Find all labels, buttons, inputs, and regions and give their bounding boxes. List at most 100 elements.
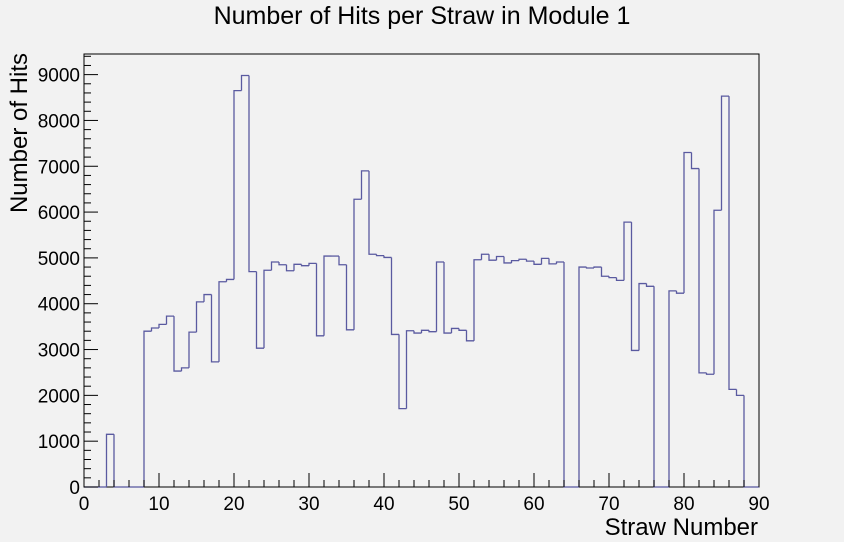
y-tick-label: 9000	[38, 66, 80, 87]
y-axis: 0 1000 2000 3000 4000 5000 6000 7000 8000 9000	[38, 55, 98, 499]
histogram-bin	[383, 255, 392, 259]
x-tick-label: 70	[598, 494, 619, 515]
histogram-bin	[645, 283, 654, 287]
y-tick-label: 8000	[38, 111, 80, 132]
histogram-bin	[443, 262, 452, 334]
histogram-bin	[555, 261, 564, 264]
histogram-bin	[173, 316, 182, 372]
histogram-bin	[270, 261, 279, 271]
y-tick-label: 1000	[38, 432, 80, 453]
y-tick-label: 0	[69, 478, 80, 499]
histogram-bin	[233, 90, 242, 280]
histogram-bin	[675, 290, 684, 294]
histogram-bin	[398, 334, 407, 410]
y-tick-label: 4000	[38, 295, 80, 316]
histogram-bin	[638, 282, 647, 351]
histogram-bin	[300, 264, 309, 267]
histogram-bin	[510, 259, 519, 263]
histogram-bin	[420, 329, 429, 334]
histogram-bin	[548, 258, 557, 265]
histogram-bin	[533, 261, 542, 265]
histogram-bin	[278, 262, 287, 266]
histogram-bin	[728, 96, 737, 391]
histogram-bin	[593, 266, 602, 268]
histogram-bin	[225, 278, 234, 282]
plot-area	[83, 53, 760, 488]
histogram-bin	[338, 256, 347, 266]
histogram-bin	[368, 170, 377, 255]
histogram-bin	[255, 271, 264, 349]
histogram-bin	[435, 261, 444, 332]
x-tick-label: 80	[673, 494, 694, 515]
histogram-bin	[405, 330, 414, 409]
histogram-bin	[345, 264, 354, 331]
histogram-bin	[713, 209, 722, 375]
histogram-bin	[720, 95, 729, 211]
histogram-bin	[458, 328, 467, 331]
y-tick-label: 2000	[38, 386, 80, 407]
histogram-bin	[690, 152, 699, 170]
histogram-bin	[630, 222, 639, 352]
histogram-bin	[158, 323, 167, 329]
histogram-bin	[323, 255, 332, 336]
y-axis-label: Number of Hits	[6, 53, 33, 213]
x-tick-label: 10	[148, 494, 169, 515]
histogram-bin	[600, 267, 609, 277]
histogram-bin	[623, 221, 632, 281]
histogram-bin	[503, 256, 512, 264]
histogram-bin	[705, 372, 714, 375]
histogram-bin	[165, 315, 174, 325]
histogram-bin	[450, 327, 459, 334]
histogram-bin	[188, 331, 197, 368]
histogram-bin	[390, 257, 399, 336]
x-tick-label: 20	[223, 494, 244, 515]
histogram-bin	[143, 330, 152, 487]
histogram-bin	[428, 330, 437, 333]
histogram-bin	[735, 389, 744, 397]
histogram-bin	[413, 330, 422, 334]
x-tick-label: 60	[523, 494, 544, 515]
histogram-bin	[668, 290, 677, 487]
plot-frame	[83, 53, 760, 488]
histogram-bin	[308, 262, 317, 266]
histogram-bin	[285, 264, 294, 272]
x-axis: 0 10 20 30 40 50 60 70 80 90	[79, 473, 770, 515]
histogram-bin	[218, 281, 227, 362]
y-tick-label: 6000	[38, 203, 80, 224]
histogram-bin	[585, 267, 594, 269]
histogram-bin	[518, 258, 527, 261]
histogram-bin	[525, 259, 534, 262]
histogram-bin	[488, 254, 497, 261]
histogram-bin	[473, 259, 482, 341]
histogram-bin	[578, 266, 587, 487]
histogram-bin	[240, 74, 249, 91]
histogram-bin	[608, 276, 617, 279]
x-tick-label: 50	[448, 494, 469, 515]
histogram-bin	[263, 269, 272, 349]
x-axis-label: Straw Number	[605, 514, 758, 541]
x-tick-label: 30	[298, 494, 319, 515]
histogram-bin	[480, 253, 489, 260]
histogram-bin	[195, 301, 204, 333]
x-tick-label: 0	[79, 494, 90, 515]
histogram-bin	[698, 168, 707, 374]
histogram-bin	[683, 151, 692, 294]
histogram-bin	[360, 170, 369, 200]
histogram-bin	[353, 198, 362, 330]
histogram-bin	[180, 367, 189, 372]
histogram-bin	[248, 75, 257, 273]
x-tick-label: 40	[373, 494, 394, 515]
histogram-bin	[203, 293, 212, 302]
y-tick-label: 3000	[38, 341, 80, 362]
x-tick-label: 90	[748, 494, 769, 515]
y-tick-label: 5000	[38, 249, 80, 270]
chart-title: Number of Hits per Straw in Module 1	[214, 2, 631, 30]
y-tick-label: 7000	[38, 157, 80, 178]
histogram-bin	[540, 257, 549, 265]
histogram-bin	[495, 255, 504, 261]
histogram-bin	[465, 330, 474, 342]
histogram-bin	[150, 327, 159, 332]
histogram-bin	[105, 433, 114, 487]
